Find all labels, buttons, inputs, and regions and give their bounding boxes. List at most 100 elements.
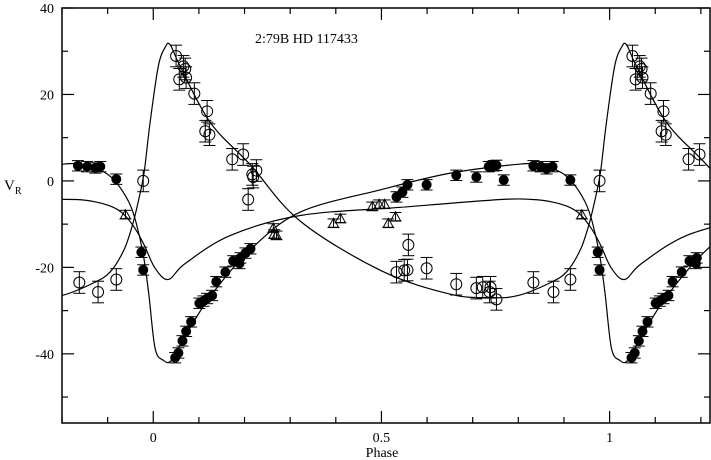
marker-filled-circle (421, 179, 432, 190)
marker-filled-circle (592, 247, 603, 258)
data-point-open-triangle (389, 210, 402, 222)
data-point-open-circle (188, 82, 201, 105)
marker-open-circle (420, 262, 433, 275)
marker-filled-circle (565, 175, 576, 186)
data-point-filled-circle (110, 173, 123, 185)
data-point-filled-circle (185, 316, 198, 328)
data-point-open-circle (137, 169, 150, 193)
marker-filled-circle (136, 247, 147, 258)
data-point-filled-circle (497, 174, 510, 186)
plot-frame (61, 7, 711, 424)
data-point-filled-circle (81, 160, 94, 173)
marker-open-circle (450, 278, 463, 291)
marker-open-circle (401, 263, 414, 276)
marker-open-circle (250, 164, 263, 177)
y-axis-label-main: V (4, 178, 15, 194)
marker-open-circle (180, 71, 193, 84)
marker-filled-circle (211, 276, 222, 287)
marker-filled-circle (402, 179, 413, 190)
marker-open-circle (137, 174, 150, 187)
marker-open-triangle (575, 208, 588, 220)
marker-open-circle (657, 105, 670, 118)
data-point-open-circle (237, 143, 250, 166)
data-point-filled-circle (628, 347, 641, 359)
marker-open-triangle (378, 198, 391, 209)
data-point-open-circle (401, 258, 414, 282)
marker-open-circle (179, 62, 192, 75)
marker-open-circle (470, 282, 483, 295)
marker-open-circle (188, 87, 201, 100)
data-point-open-circle (593, 169, 606, 193)
data-point-filled-circle (593, 264, 606, 276)
marker-filled-circle (637, 326, 648, 337)
data-point-filled-circle (137, 264, 150, 276)
data-point-filled-circle (690, 252, 703, 264)
data-point-open-circle (682, 147, 695, 171)
x-axis-label: Phase (366, 446, 399, 460)
data-point-open-circle (180, 66, 193, 89)
marker-open-circle (199, 125, 212, 138)
data-point-filled-circle (94, 160, 107, 173)
data-point-open-circle (564, 268, 577, 291)
marker-filled-circle (177, 335, 188, 346)
marker-open-triangle (119, 208, 132, 220)
data-point-filled-circle (135, 246, 148, 258)
data-point-open-circle (450, 272, 463, 296)
data-point-open-circle (693, 143, 706, 166)
data-point-filled-circle (564, 174, 577, 186)
data-point-open-circle (402, 233, 415, 257)
marker-filled-circle (642, 316, 653, 327)
x-tick-label: 0 (150, 431, 157, 446)
marker-filled-circle (186, 316, 197, 327)
marker-filled-circle (547, 161, 558, 172)
data-point-filled-circle (641, 316, 654, 328)
axis-ticks (61, 7, 710, 423)
marker-open-circle (110, 273, 123, 286)
data-point-open-triangle (382, 217, 395, 229)
data-point-open-circle (242, 188, 255, 211)
model-curves (62, 42, 710, 364)
marker-filled-circle (633, 335, 644, 346)
marker-open-triangle (389, 210, 402, 222)
marker-open-triangle (267, 222, 280, 233)
marker-open-triangle (366, 200, 379, 211)
data-point-open-circle (110, 268, 123, 291)
data-point-filled-circle (675, 266, 688, 278)
data-point-filled-circle (450, 169, 463, 181)
y-tick-label: 40 (40, 2, 54, 17)
data-point-open-circle (470, 276, 483, 300)
data-point-filled-circle (666, 275, 679, 288)
data-point-open-circle (490, 288, 503, 311)
marker-open-circle (490, 293, 503, 306)
marker-open-circle (564, 273, 577, 286)
data-point-open-triangle (119, 208, 132, 220)
data-point-open-circle (644, 82, 657, 105)
data-point-filled-circle (71, 160, 84, 172)
marker-filled-circle (676, 267, 687, 278)
marker-filled-circle (138, 264, 149, 275)
marker-filled-circle (220, 267, 231, 278)
marker-open-circle (593, 174, 606, 187)
marker-open-circle (237, 148, 250, 161)
data-point-open-circle (250, 159, 263, 182)
data-point-filled-circle (206, 289, 219, 302)
data-point-open-circle (92, 280, 105, 304)
marker-open-circle (693, 148, 706, 161)
marker-open-triangle (334, 212, 347, 224)
marker-filled-circle (72, 160, 83, 171)
marker-filled-circle (471, 172, 482, 183)
marker-open-circle (484, 281, 497, 294)
marker-filled-circle (207, 290, 218, 301)
marker-filled-circle (667, 276, 678, 287)
data-point-open-circle (659, 123, 672, 146)
data-point-open-circle (636, 66, 649, 89)
model-curve-open-circle (62, 42, 710, 299)
marker-filled-circle (451, 170, 462, 181)
data-point-open-triangle (270, 229, 283, 241)
marker-open-circle (476, 281, 489, 294)
y-tick-label: 0 (47, 175, 54, 190)
marker-filled-circle (528, 160, 539, 171)
marker-open-circle (203, 128, 216, 141)
data-point-filled-circle (176, 335, 189, 347)
